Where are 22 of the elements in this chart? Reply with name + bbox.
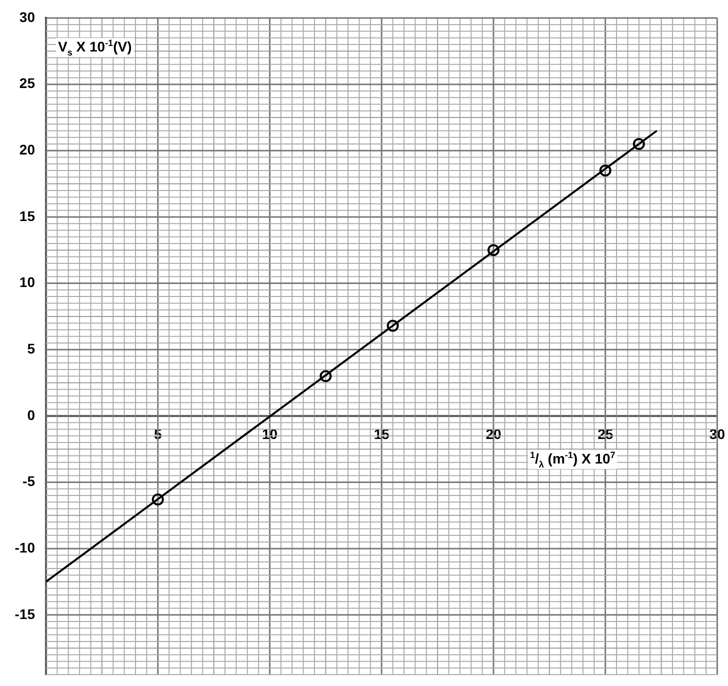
y-tick-label: -15 xyxy=(14,606,36,622)
x-tick-label: 30 xyxy=(709,426,726,442)
y-axis-title: V$_{s}$ X 10$^{-1}$(V) xyxy=(56,38,134,58)
x-axis-title: $^{1}$/$_{λ}$ (m$^{-1}$) X 10$^{7}$ xyxy=(528,450,618,470)
y-tick-label: 5 xyxy=(27,340,36,356)
point xyxy=(599,164,612,177)
y-tick-label: 0 xyxy=(27,406,36,423)
point xyxy=(632,138,645,150)
y-tick-label: -10 xyxy=(14,539,36,556)
point xyxy=(386,320,399,332)
point xyxy=(320,370,332,382)
y-tick-label: 15 xyxy=(19,208,36,224)
point xyxy=(152,494,164,506)
y-tick-label: 20 xyxy=(19,142,36,158)
y-tick-label: 25 xyxy=(19,75,36,92)
x-tick-label: 20 xyxy=(486,426,502,442)
point xyxy=(487,244,500,256)
x-tick-label: 25 xyxy=(598,426,614,442)
y-tick-label: 10 xyxy=(19,274,36,290)
x-tick-label: 15 xyxy=(374,426,390,442)
y-tick-label: 30 xyxy=(19,8,36,25)
y-tick-label: -5 xyxy=(22,473,36,490)
